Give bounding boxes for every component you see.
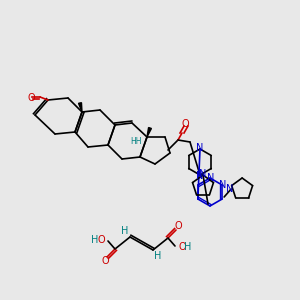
Text: H: H — [121, 226, 129, 236]
Text: O: O — [27, 93, 35, 103]
Text: HH: HH — [130, 137, 142, 146]
Text: N: N — [196, 171, 204, 181]
Text: N: N — [219, 180, 227, 190]
Text: N: N — [207, 173, 215, 183]
Polygon shape — [79, 103, 82, 112]
Text: N: N — [226, 184, 234, 194]
Text: O: O — [101, 256, 109, 266]
Polygon shape — [147, 128, 152, 137]
Text: N: N — [199, 169, 207, 179]
Text: O: O — [181, 119, 189, 129]
Text: H: H — [154, 251, 162, 261]
Text: H: H — [184, 242, 192, 252]
Text: O: O — [178, 242, 186, 252]
Text: H: H — [91, 235, 99, 245]
Text: O: O — [174, 221, 182, 231]
Text: O: O — [97, 235, 105, 245]
Text: N: N — [196, 143, 204, 153]
